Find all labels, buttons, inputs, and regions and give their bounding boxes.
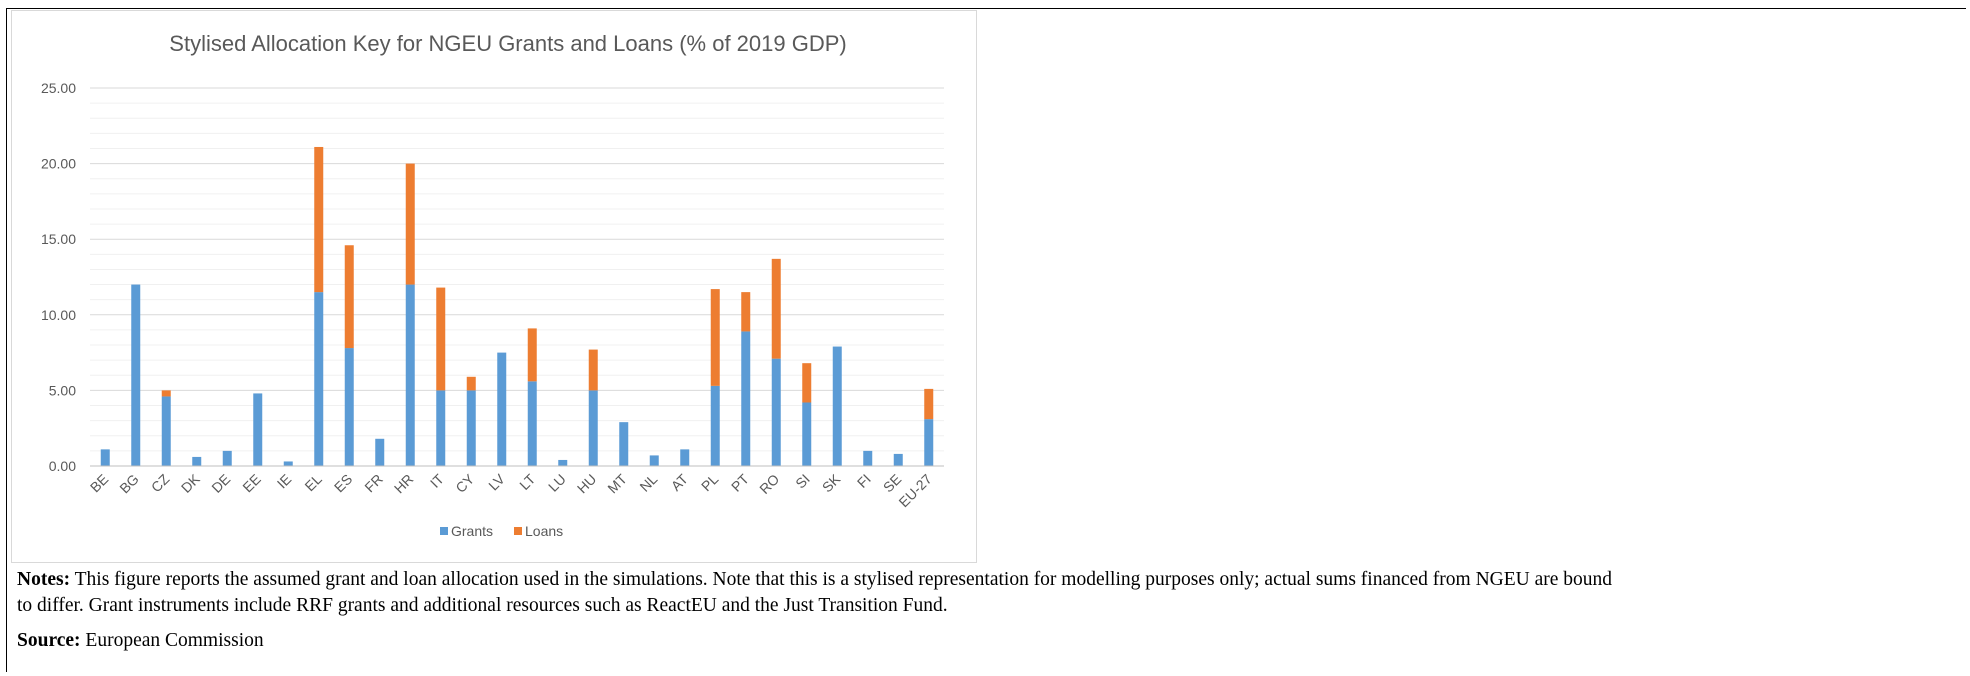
figure-source: Source: European Commission [17,628,264,654]
x-tick-label: DE [208,471,233,496]
legend-swatch-grants [440,527,448,535]
bar-grants-pl [710,385,720,466]
x-tick-label: SI [792,471,813,492]
chart-title: Stylised Allocation Key for NGEU Grants … [169,31,846,56]
y-tick-label: 15.00 [41,231,76,247]
figure-frame [6,8,1966,672]
bar-grants-si [802,402,812,466]
bar-loans-hr [405,163,415,285]
bar-loans-si [802,363,812,403]
x-tick-label: BG [116,471,142,497]
bar-grants-ro [771,358,781,466]
bar-grants-mt [619,422,629,466]
y-tick-label: 10.00 [41,307,76,323]
bar-grants-hu [588,390,598,466]
bar-loans-hu [588,349,598,391]
bar-grants-es [344,348,354,466]
x-tick-label: PL [698,471,722,495]
bar-grants-it [436,390,446,466]
bar-loans-cz [161,390,171,397]
x-tick-label: CY [452,470,478,496]
x-tick-label: EL [301,471,325,495]
y-tick-label: 0.00 [49,458,76,474]
bar-grants-dk [192,456,202,466]
bar-grants-fi [863,450,873,466]
x-tick-label: LV [485,470,508,493]
source-label: Source: [17,630,81,651]
x-tick-label: HR [391,471,417,497]
legend-label-loans: Loans [525,523,563,539]
x-tick-label: DK [178,470,204,496]
x-tick-label: IE [274,471,295,492]
figure-notes: Notes: This figure reports the assumed g… [17,567,1967,619]
bar-loans-cy [466,376,476,391]
y-axis-ticks: 0.00 5.00 10.00 15.00 20.00 25.00 [41,80,76,474]
bar-grants-ee [253,393,263,466]
x-tick-label: AT [668,470,692,494]
notes-line-2: to differ. Grant instruments include RRF… [17,595,948,616]
bars [90,146,944,467]
legend: Grants Loans [440,523,563,539]
notes-label: Notes: [17,569,71,590]
bar-grants-fr [375,438,385,466]
bar-loans-el [314,146,324,293]
x-tick-label: PT [728,470,752,494]
bar-grants-cy [466,390,476,466]
bar-grants-se [893,453,903,466]
bar-grants-lt [527,381,537,466]
x-tick-label: RO [756,471,782,497]
x-tick-label: LT [516,471,538,493]
bar-grants-ie [283,461,293,466]
bar-loans-it [436,287,446,391]
x-tick-label: NL [636,471,660,495]
bar-grants-el [314,292,324,466]
bar-grants-sk [832,346,842,466]
chart-container: Stylised Allocation Key for NGEU Grants … [11,10,977,563]
x-tick-label: BE [87,471,112,496]
x-tick-label: FR [361,471,386,496]
y-tick-label: 5.00 [49,382,76,398]
bar-loans-lt [527,328,537,382]
x-tick-label: EE [239,471,264,496]
bar-grants-pt [741,331,751,466]
bar-grants-lv [497,352,507,466]
bar-grants-at [680,449,690,466]
source-text: European Commission [85,630,264,651]
bar-grants-be [100,449,110,466]
bar-loans-eu-27 [924,388,934,420]
x-tick-label: EU-27 [895,471,935,511]
x-tick-label: FI [854,471,874,491]
x-tick-label: MT [604,470,630,496]
bar-grants-lu [558,459,568,466]
bar-grants-bg [131,284,141,466]
x-tick-label: IT [427,470,447,490]
x-tick-label: SK [819,470,844,495]
x-tick-label: SE [880,471,905,496]
bar-chart: Stylised Allocation Key for NGEU Grants … [41,31,944,539]
x-tick-label: ES [331,471,356,496]
notes-line-1: Notes: This figure reports the assumed g… [17,567,1967,593]
x-tick-label: CZ [148,470,173,495]
bar-loans-ro [771,258,781,359]
legend-label-grants: Grants [451,523,493,539]
bar-loans-es [344,245,354,349]
bar-loans-pt [741,292,751,332]
notes-text-1: This figure reports the assumed grant an… [74,569,1613,590]
y-tick-label: 25.00 [41,80,76,96]
bar-loans-pl [710,289,720,386]
y-tick-label: 20.00 [41,156,76,172]
x-tick-label: LU [545,471,569,495]
bar-grants-de [222,450,232,466]
x-axis-ticks: BE BG CZ DK DE EE IE EL ES FR HR IT CY LV LT LU HU MT NL AT… [87,470,935,510]
x-tick-label: HU [574,471,600,497]
bar-grants-eu-27 [924,419,934,466]
bar-grants-hr [405,284,415,466]
bar-grants-cz [161,396,171,466]
legend-swatch-loans [514,527,522,535]
gridlines [90,87,944,467]
bar-grants-nl [649,455,659,466]
